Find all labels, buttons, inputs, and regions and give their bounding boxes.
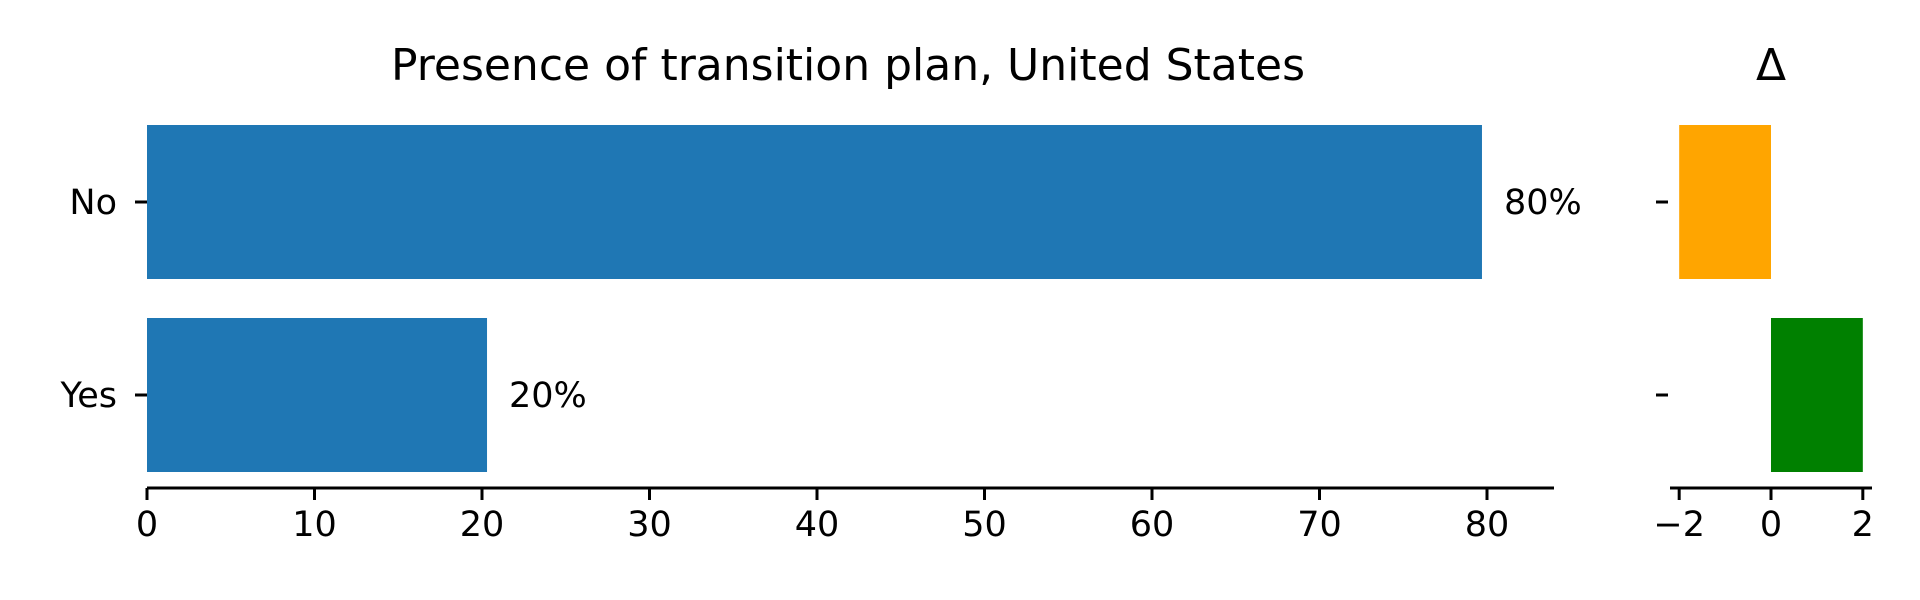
x-tick-label: 40 [795,505,840,545]
delta-x-tick-label: 2 [1852,505,1874,545]
delta-x-tick-label: −2 [1653,505,1705,545]
x-tick-label: 50 [962,505,1007,545]
x-tick-label: 20 [460,505,505,545]
x-tick-label: 30 [627,505,672,545]
bar-no [147,125,1482,279]
x-tick-label: 0 [136,505,158,545]
delta-chart-title: Δ [1756,40,1786,91]
bar-value-label-yes: 20% [509,376,587,416]
x-tick-label: 70 [1297,505,1342,545]
main-chart-title: Presence of transition plan, United Stat… [391,40,1305,91]
x-tick-label: 10 [292,505,337,545]
y-tick-label-no: No [69,183,117,223]
y-tick-label-yes: Yes [60,376,118,416]
delta-x-tick-label: 0 [1760,505,1782,545]
x-tick-label: 80 [1465,505,1510,545]
bar-value-label-no: 80% [1504,183,1582,223]
delta-bar-no [1679,125,1771,279]
x-tick-label: 60 [1130,505,1175,545]
delta-bar-yes [1771,318,1863,472]
delta-bar-panel: Δ −2 0 2 [1653,40,1874,545]
main-bar-panel: Presence of transition plan, United Stat… [60,40,1582,545]
bar-yes [147,318,488,472]
